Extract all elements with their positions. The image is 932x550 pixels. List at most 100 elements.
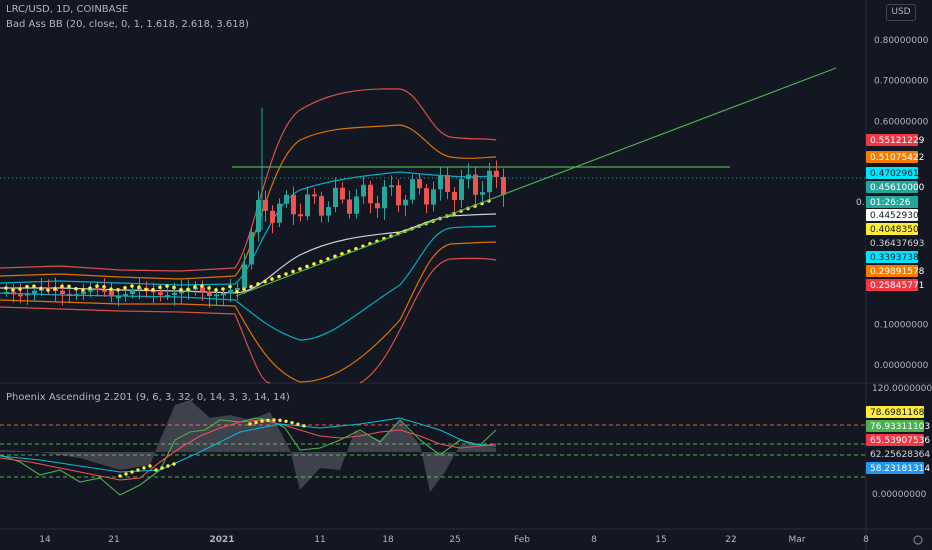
sar-dot <box>193 285 197 289</box>
osc-blue-line <box>0 417 497 473</box>
sar-dot <box>46 288 50 292</box>
bb-basis-line <box>0 213 497 294</box>
sar-dot <box>235 289 239 294</box>
time-tick-label: 2021 <box>209 535 234 545</box>
currency-button[interactable]: USD <box>886 4 916 21</box>
price-badge <box>866 134 918 146</box>
price-badge-label: 0.55121229 <box>870 136 925 146</box>
time-tick-label: 8 <box>591 535 597 545</box>
candle <box>305 194 310 217</box>
candle <box>207 291 212 297</box>
candle <box>466 174 471 180</box>
sar-dot <box>158 285 162 290</box>
price-badge <box>866 209 918 221</box>
price-badge <box>866 279 918 291</box>
price-tick-label: 0.70000000 <box>874 77 929 87</box>
price-tick-label: 0.00000000 <box>874 361 929 371</box>
sar-dot <box>95 284 99 288</box>
candle <box>74 294 79 297</box>
osc-badge-label: 58.23181314 <box>870 464 930 474</box>
osc-dot <box>130 470 134 474</box>
candle <box>179 291 184 294</box>
sar-dot <box>39 286 43 291</box>
sar-dot <box>109 287 113 292</box>
osc-tick-label: 120.00000000 <box>872 384 932 394</box>
time-tick-label: 18 <box>382 535 394 545</box>
candle <box>480 192 485 195</box>
osc-dot <box>266 418 270 422</box>
sar-dot <box>165 284 169 288</box>
price-tick-label: 0.60000000 <box>874 117 929 127</box>
sar-dot <box>305 264 309 269</box>
price-badge <box>866 251 918 263</box>
sar-dot <box>53 286 57 291</box>
osc-dot <box>272 418 276 422</box>
bb-lower-2-line <box>0 241 497 383</box>
price-badge-label: 0.45610000 <box>870 183 925 193</box>
candle <box>242 264 247 288</box>
osc-badge <box>866 434 924 446</box>
osc-dot <box>136 468 140 472</box>
osc-dot <box>124 472 128 476</box>
osc-badge-label: 76.93311103 <box>870 422 930 432</box>
osc-dot <box>148 464 152 468</box>
osc-badge <box>866 406 924 418</box>
time-tick-label: 25 <box>449 535 460 545</box>
price-badge-label: 0.36437693 <box>870 239 924 249</box>
price-badge <box>866 237 918 249</box>
candle <box>438 175 443 190</box>
candle <box>431 189 436 205</box>
sar-dot <box>256 282 260 286</box>
candle <box>18 294 23 297</box>
osc-dot <box>118 474 122 478</box>
sar-dot <box>228 284 232 289</box>
candle <box>382 186 387 209</box>
osc-badge <box>866 462 924 474</box>
sar-dot <box>74 287 78 291</box>
phoenix-indicator-label[interactable]: Phoenix Ascending 2.201 (9, 6, 3, 32, 0,… <box>6 392 290 403</box>
time-tick-label: 14 <box>39 535 51 545</box>
sar-dot <box>144 287 148 292</box>
candle <box>235 287 240 290</box>
candle <box>326 206 331 216</box>
candle <box>452 191 457 201</box>
bb-upper-2-line <box>0 124 497 280</box>
sar-dot <box>137 285 141 289</box>
sar-dot <box>312 262 316 266</box>
candle <box>228 289 233 294</box>
price-badge <box>866 181 918 193</box>
candle <box>172 292 177 296</box>
candle <box>291 194 296 215</box>
sar-dot <box>4 286 8 290</box>
candle <box>263 200 268 211</box>
sar-dot <box>123 285 127 290</box>
sar-dot <box>277 274 281 279</box>
candle <box>501 176 506 195</box>
candle <box>284 194 289 204</box>
candle <box>396 185 401 206</box>
settings-icon[interactable] <box>913 535 923 545</box>
candle <box>361 184 366 197</box>
candle <box>298 214 303 217</box>
candle <box>347 199 352 214</box>
sar-dot <box>270 277 274 281</box>
current-price-prefix: 0. <box>856 198 865 208</box>
sar-dot <box>81 288 85 292</box>
time-tick-label: 21 <box>108 535 119 545</box>
osc-dot <box>254 420 258 425</box>
candle <box>158 292 163 296</box>
candle <box>165 295 170 298</box>
candle <box>410 179 415 200</box>
bb-indicator-label[interactable]: Bad Ass BB (20, close, 0, 1, 1.618, 2.61… <box>6 19 249 30</box>
symbol-title[interactable]: LRC/USD, 1D, COINBASE <box>6 4 129 15</box>
candle <box>319 196 324 216</box>
price-tick-label: 0.10000000 <box>874 320 929 330</box>
time-tick-label: Mar <box>789 535 806 545</box>
sar-dot <box>18 287 22 291</box>
sar-dot <box>172 285 176 290</box>
sar-dot <box>88 286 92 291</box>
sar-dot <box>151 287 155 292</box>
candle <box>445 175 450 192</box>
bb-upper-1-line <box>0 171 497 286</box>
